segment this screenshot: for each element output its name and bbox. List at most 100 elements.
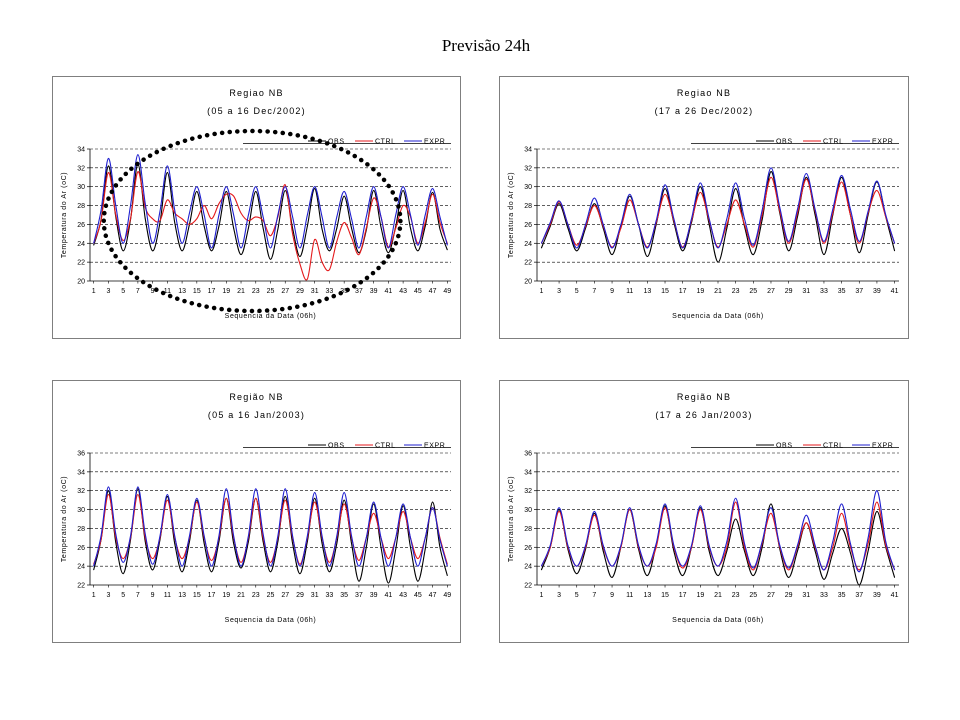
x-tick-label: 41 (891, 288, 899, 295)
data-point (867, 210, 869, 212)
gridlines (537, 148, 899, 263)
data-point (402, 505, 404, 507)
x-tick-label: 1 (92, 288, 96, 295)
data-point (402, 190, 404, 191)
legend-label-ctrl: CTRL (823, 443, 844, 450)
x-tick-label: 13 (178, 288, 186, 295)
data-point (629, 195, 631, 197)
data-point (358, 580, 360, 582)
data-point (894, 242, 895, 244)
data-point (122, 573, 124, 575)
data-point (611, 254, 613, 256)
data-point (152, 558, 154, 559)
data-point (593, 197, 595, 199)
data-point (894, 577, 895, 578)
data-point (602, 545, 604, 546)
data-point (541, 242, 542, 244)
data-point (673, 550, 675, 552)
data-point (387, 247, 389, 249)
y-tick-label: 24 (77, 241, 85, 248)
x-tick-label: 3 (557, 592, 561, 599)
series-points-expr (93, 154, 448, 249)
data-point (211, 565, 212, 567)
data-point (306, 225, 308, 227)
series-line-ctrl (540, 176, 896, 248)
legend-label-expr: EXPR (424, 139, 445, 146)
data-point (115, 205, 117, 206)
data-point (558, 201, 560, 203)
x-tick-label: 9 (610, 288, 614, 295)
x-tick-label: 35 (340, 592, 348, 599)
data-point (735, 182, 737, 184)
data-point (255, 186, 257, 188)
data-point (365, 546, 367, 548)
data-point (593, 203, 595, 205)
data-point (832, 552, 834, 554)
legend-label-obs: OBS (776, 443, 793, 450)
data-point (726, 218, 728, 220)
y-tick-label: 30 (524, 184, 532, 191)
data-point (417, 242, 419, 244)
data-point (424, 225, 426, 227)
data-point (196, 499, 198, 501)
legend: OBS CTRL EXPR (691, 443, 899, 450)
data-point (814, 550, 816, 552)
x-tick-label: 39 (370, 288, 378, 295)
chart-panel-bottom-left: Região NB (05 a 16 Jan/2003) OBS CTRL EXPR 22… (52, 380, 461, 643)
data-point (152, 242, 154, 244)
data-point (823, 569, 825, 571)
data-point (841, 181, 843, 183)
x-tick-label: 5 (121, 288, 125, 295)
data-point (211, 250, 212, 252)
chart-svg: Região NB (05 a 16 Jan/2003) OBS CTRL EXPR 22… (61, 392, 451, 624)
data-point (770, 507, 772, 509)
x-tick-label: 47 (429, 288, 437, 295)
data-point (93, 242, 95, 244)
series-points-obs (541, 171, 895, 263)
data-point (270, 258, 271, 260)
data-point (682, 575, 684, 576)
x-tick-label: 1 (539, 288, 543, 295)
data-point (240, 567, 242, 569)
data-point (735, 497, 737, 499)
data-point (646, 575, 648, 576)
data-point (225, 186, 227, 188)
y-tick-label: 28 (524, 203, 532, 210)
chart-title: Região NB (229, 392, 283, 402)
data-point (284, 499, 286, 501)
data-point (797, 216, 798, 218)
gridlines (537, 452, 899, 567)
data-point (832, 212, 834, 214)
data-point (611, 246, 613, 248)
gridlines (90, 452, 451, 567)
data-point (876, 490, 878, 492)
data-point (682, 250, 684, 252)
data-point (262, 220, 264, 222)
x-tick-label: 37 (355, 288, 363, 295)
y-tick-label: 32 (524, 488, 532, 495)
data-point (284, 184, 286, 186)
data-point (424, 214, 426, 216)
data-point (174, 222, 176, 223)
x-tick-label: 47 (429, 592, 437, 599)
data-point (832, 208, 834, 210)
x-tick-label: 45 (414, 288, 422, 295)
data-point (673, 545, 675, 546)
data-point (240, 565, 242, 567)
x-tick-label: 39 (873, 592, 881, 599)
x-tick-label: 19 (696, 592, 704, 599)
data-point (329, 269, 330, 271)
chart-svg: Regiao NB (05 a 16 Dec/2002) OBS CTRL EXPR 20… (61, 88, 451, 320)
data-point (858, 569, 860, 571)
data-point (329, 250, 330, 252)
data-point (351, 237, 352, 239)
chart-title: Região NB (677, 392, 731, 402)
x-tick-label: 37 (855, 288, 863, 295)
y-tick-label: 32 (77, 165, 85, 172)
data-point (225, 488, 227, 490)
x-tick-label: 11 (164, 592, 171, 599)
data-point (832, 541, 834, 543)
x-tick-label: 3 (106, 592, 110, 599)
data-point (137, 488, 139, 490)
x-tick-label: 33 (820, 288, 828, 295)
